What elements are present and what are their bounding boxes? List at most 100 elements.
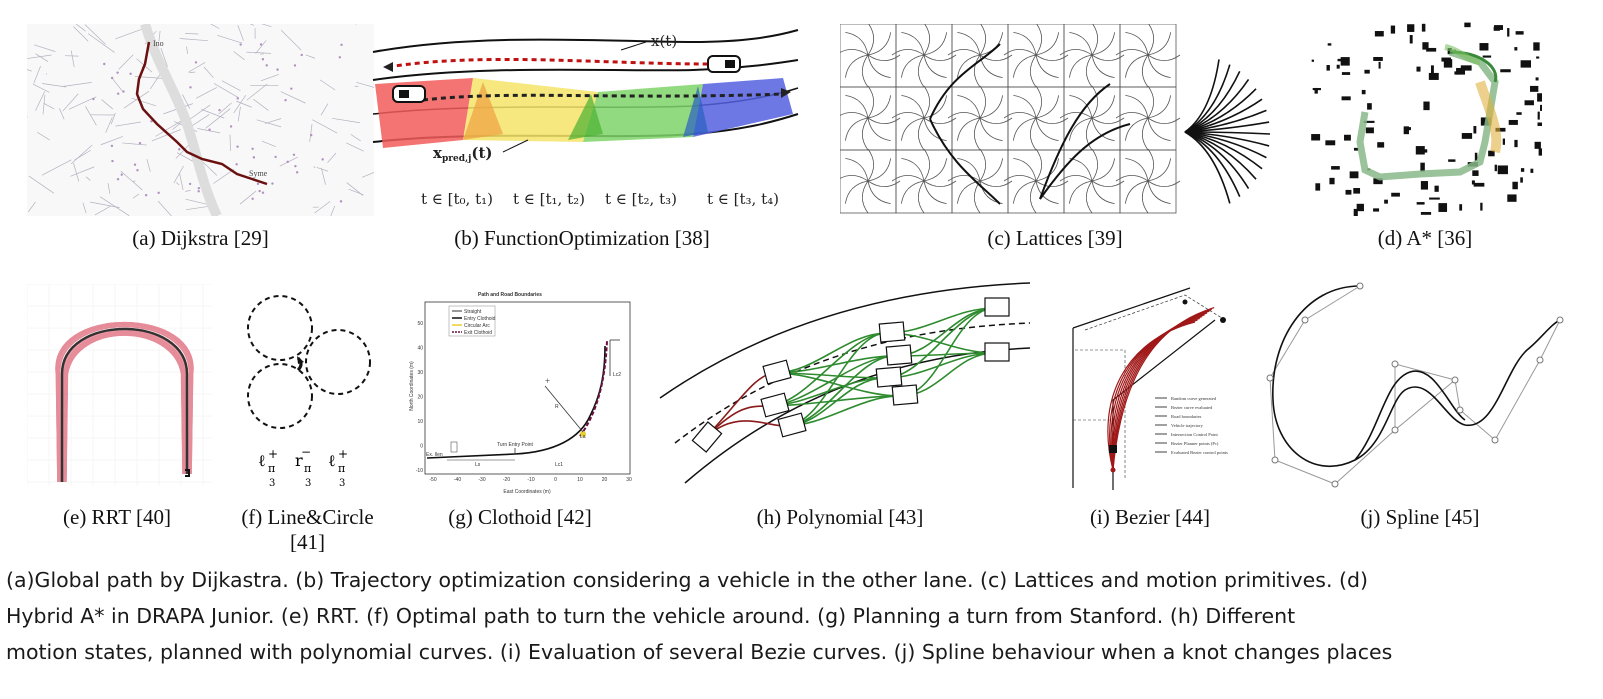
bezier-legend-entry: Evaluated Bezier control points: [1171, 450, 1228, 455]
panel-d-astar: [1310, 22, 1542, 216]
panel-h-polynomial: [655, 278, 1035, 488]
svg-text:La: La: [580, 434, 586, 440]
hybrid-astar-map: [1310, 22, 1542, 216]
caption-f-line1: (f) Line&Circle: [241, 505, 374, 529]
bezier-legend-entry: Random curve generated: [1171, 396, 1217, 401]
vehicle-box: [760, 392, 790, 418]
caption-f-line2: [41]: [290, 530, 325, 554]
vehicle-box: [984, 297, 1010, 317]
panel-b-function-optimization: x(t) xpred,j(t) t ∈ [t₀, t₁) t ∈ [t₁, t₂…: [363, 22, 803, 216]
interval-3: t ∈ [t₂, t₃): [605, 190, 677, 208]
x-tick-label: 10: [577, 477, 583, 483]
y-tick-label: 50: [417, 321, 423, 327]
symbol-l2: ℓ: [328, 451, 336, 470]
svg-text:π: π: [338, 462, 345, 475]
symbol-r: r: [295, 451, 303, 470]
figure-description: (a)Global path by Dijkastra. (b) Traject…: [6, 562, 1598, 670]
y-tick-label: 30: [417, 370, 423, 376]
panel-i-bezier: Random curve generated Bezier curve evalu…: [1055, 280, 1245, 492]
panel-c-lattices: [840, 24, 1275, 214]
bezier-legend-entry: Vehicle trajectory: [1171, 423, 1204, 428]
vehicle-box: [777, 412, 807, 438]
svg-text:3: 3: [339, 478, 345, 489]
svg-text:Turn Entry Point: Turn Entry Point: [497, 442, 534, 448]
description-line-2: Hybrid A* in DRAPA Junior. (e) RRT. (f) …: [6, 604, 1296, 628]
x-tick-label: 30: [626, 477, 632, 483]
description-line-3: motion states, planned with polynomial c…: [6, 640, 1393, 664]
svg-text:−: −: [301, 445, 311, 459]
svg-text:3: 3: [269, 478, 275, 489]
vehicle-box: [878, 321, 906, 343]
x-tick-label: -20: [503, 477, 510, 483]
caption-h: (h) Polynomial [43]: [756, 505, 924, 529]
motion-primitives: [1184, 59, 1271, 204]
svg-text:π: π: [304, 462, 311, 475]
y-tick-label: -10: [416, 468, 423, 474]
x-tick-label: -30: [478, 477, 485, 483]
plot-title: Path and Road Boundaries: [478, 292, 542, 298]
svg-text:+: +: [268, 447, 278, 461]
vehicle-box: [984, 342, 1010, 362]
river: [140, 24, 222, 216]
vehicle-box: [891, 384, 919, 406]
function-optimization-diagram: x(t) xpred,j(t) t ∈ [t₀, t₁) t ∈ [t₁, t₂…: [372, 29, 799, 208]
caption-g: (g) Clothoid [42]: [448, 505, 592, 529]
x-tick-label: 20: [602, 477, 608, 483]
clothoid-plot: Path and Road Boundaries Straight Entry …: [405, 286, 640, 496]
panel-j-spline: [1265, 280, 1570, 492]
svg-text:Ls: Ls: [475, 462, 481, 468]
interval-2: t ∈ [t₁, t₂): [513, 190, 585, 208]
panel-f-line-circle: ℓ + π 3 r − π 3 ℓ + π 3: [240, 290, 380, 490]
svg-text:Circular Arc: Circular Arc: [464, 323, 490, 329]
rrt-tree: [27, 284, 212, 486]
x-t-label: x(t): [651, 32, 677, 50]
interval-1: t ∈ [t₀, t₁): [421, 190, 493, 208]
svg-text:R: R: [555, 404, 559, 410]
symbol-l1: ℓ: [258, 451, 266, 470]
y-tick-label: 20: [417, 395, 423, 401]
bezier-legend-entry: Bezier Planner points (Pc): [1171, 441, 1219, 446]
panel-a-dijkstra-map: Ino Syme: [27, 24, 374, 216]
x-axis-label: East Coordinates (m): [503, 489, 551, 495]
bezier-legend-entry: Bezier curve evaluated: [1171, 405, 1213, 410]
y-axis-label: North Coordinates (m): [409, 361, 415, 411]
svg-text:Lc2: Lc2: [613, 372, 621, 378]
bezier-legend-entry: Intersection Control Point: [1171, 432, 1218, 437]
x-tick-label: 0: [554, 477, 557, 483]
svg-text:Entry Clothoid: Entry Clothoid: [464, 316, 496, 322]
caption-a: (a) Dijkstra [29]: [132, 226, 269, 250]
caption-c: (c) Lattices [39]: [987, 226, 1123, 250]
x-pred-label: xpred,j(t): [433, 144, 493, 164]
zone-green: [583, 84, 703, 142]
caption-i: (i) Bezier [44]: [1089, 505, 1211, 529]
caption-d: (d) A* [36]: [1377, 226, 1473, 250]
line-circle-diagram: ℓ + π 3 r − π 3 ℓ + π 3: [247, 295, 371, 489]
caption-e: (e) RRT [40]: [63, 505, 171, 529]
svg-text:3: 3: [305, 478, 311, 489]
spline-curves: [1266, 282, 1564, 488]
svg-text:Ex. Ilen: Ex. Ilen: [426, 452, 443, 458]
dijkstra-road-map: Ino Syme: [27, 24, 374, 216]
svg-text:+: +: [338, 447, 348, 461]
dijkstra-path: [135, 41, 268, 186]
svg-text:Lc1: Lc1: [555, 462, 563, 468]
x-tick-label: -40: [454, 477, 461, 483]
y-tick-label: 0: [420, 444, 423, 450]
caption-f: (f) Line&Circle [41]: [225, 505, 390, 555]
other-car-icon: [707, 55, 741, 73]
description-line-1: (a)Global path by Dijkastra. (b) Traject…: [6, 568, 1369, 592]
vehicle-box: [691, 421, 723, 453]
end-label: Syme: [249, 169, 268, 178]
svg-text:π: π: [268, 462, 275, 475]
caption-b: (b) FunctionOptimization [38]: [454, 226, 710, 250]
interval-4: t ∈ [t₃, t₄): [707, 190, 779, 208]
svg-text:+: +: [545, 376, 550, 386]
x-tick-label: -10: [527, 477, 534, 483]
bezier-curves: Random curve generated Bezier curve evalu…: [1055, 280, 1245, 492]
caption-j: (j) Spline [45]: [1360, 505, 1480, 529]
svg-text:Exit Clothoid: Exit Clothoid: [464, 330, 492, 336]
panel-g-clothoid: Path and Road Boundaries Straight Entry …: [405, 286, 640, 496]
y-tick-label: 40: [417, 346, 423, 352]
vehicle-box: [762, 359, 792, 385]
panel-e-rrt: [27, 284, 212, 486]
